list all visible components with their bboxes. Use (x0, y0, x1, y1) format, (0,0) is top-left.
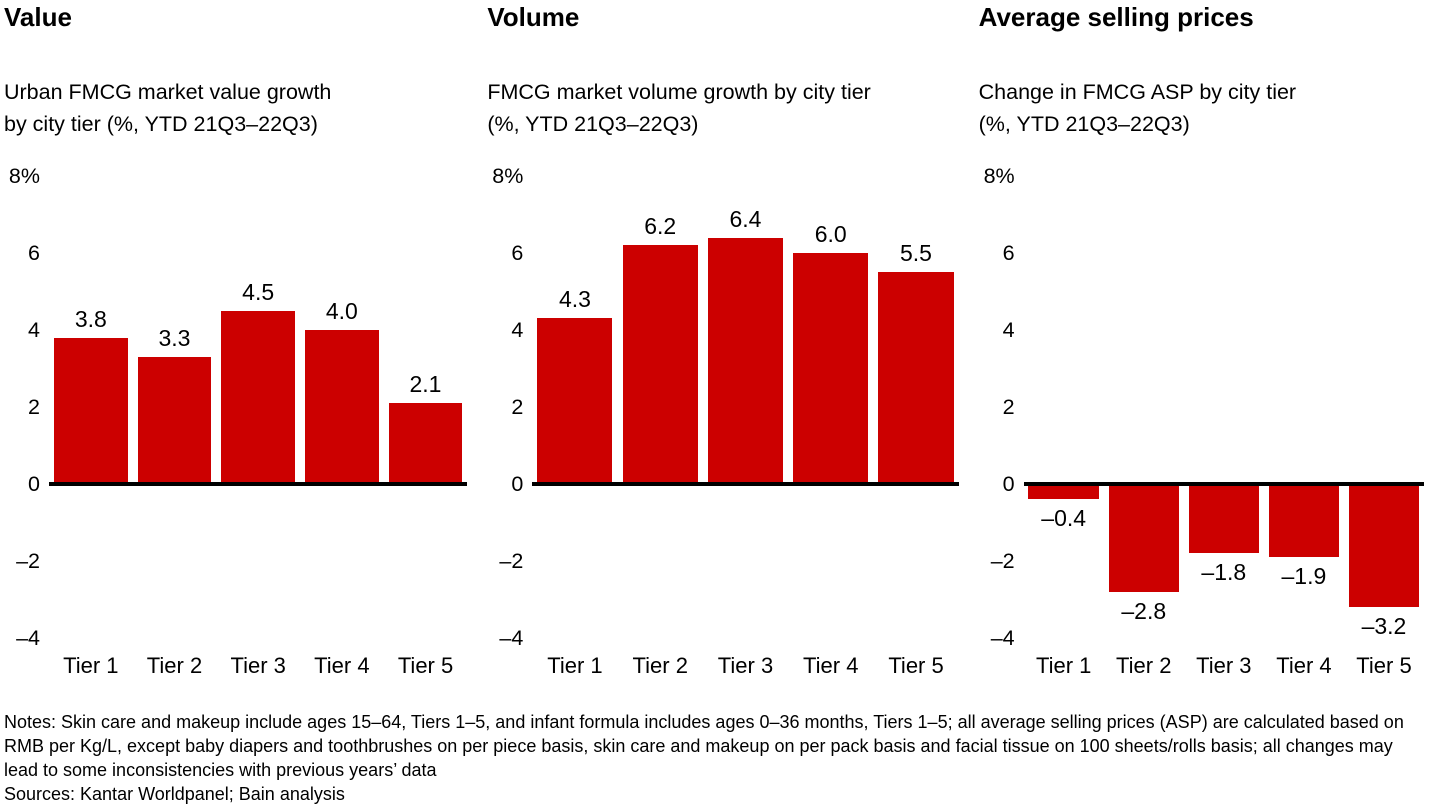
y-tick-label: 2 (28, 395, 40, 419)
x-category-label: Tier 5 (397, 653, 454, 678)
y-tick-label: –2 (990, 549, 1015, 573)
bar (1188, 484, 1260, 554)
footer-sources: Sources: Kantar Worldpanel; Bain analysi… (4, 784, 345, 804)
chart-title: Average selling prices (978, 2, 1254, 32)
bar-value-label: –3.2 (1361, 613, 1407, 640)
x-axis-line (1023, 482, 1424, 486)
bar-value-label: 5.5 (900, 240, 932, 267)
bar (1348, 484, 1420, 608)
x-category-label: Tier 2 (1116, 653, 1172, 678)
footer-notes: Notes: Skin care and makeup include ages… (4, 712, 1404, 780)
bar (305, 330, 379, 484)
x-category-label: Tier 3 (717, 653, 774, 678)
bar-value-label: 3.8 (74, 305, 107, 332)
x-category-label: Tier 3 (230, 653, 286, 678)
chart-subtitle: Urban FMCG market value growth by city t… (4, 80, 332, 136)
chart-subtitle: Change in FMCG ASP by city tier (%, YTD … (978, 80, 1297, 136)
bar-value-label: 6.4 (729, 205, 762, 232)
bar (221, 310, 295, 484)
plot-area: 3.8 3.3 4.5 4.0 2.1 (49, 176, 468, 638)
y-tick-label: 8% (8, 164, 40, 188)
y-tick-label: 8% (492, 164, 524, 188)
bar (537, 318, 613, 484)
y-tick-label: –4 (990, 626, 1015, 650)
x-category-label: Tier 4 (1276, 653, 1332, 678)
y-tick-label: –4 (499, 626, 524, 650)
chart-subtitle: FMCG market volume growth by city tier (… (487, 80, 871, 136)
chart-panel-asp: Average selling prices Change in FMCG AS… (979, 2, 1434, 702)
y-tick-label: 0 (28, 472, 40, 496)
bar-value-label: –2.8 (1121, 597, 1167, 624)
charts-row: Value Urban FMCG market value growth by … (4, 2, 1434, 702)
chart-panel-volume: Volume FMCG market volume growth by city… (487, 2, 968, 702)
chart-panel-value: Value Urban FMCG market value growth by … (4, 2, 477, 702)
y-tick-label: 6 (1002, 241, 1015, 265)
bar (1268, 484, 1340, 558)
y-tick-label: 0 (1002, 472, 1015, 496)
x-category-label: Tier 1 (547, 653, 603, 678)
bar-value-label: 4.3 (558, 286, 591, 313)
bar-value-label: 2.1 (409, 371, 442, 398)
x-category-label: Tier 3 (1196, 653, 1252, 678)
x-category-label: Tier 4 (314, 653, 370, 678)
x-category-label: Tier 2 (632, 653, 688, 678)
y-tick-label: 4 (1002, 318, 1015, 342)
bar (54, 337, 128, 484)
y-tick-label: 4 (28, 318, 40, 342)
bar (707, 237, 783, 484)
bar (1108, 484, 1179, 592)
x-category-label: Tier 1 (63, 653, 119, 678)
y-tick-label: 6 (511, 241, 524, 265)
bar-value-label: –0.4 (1041, 505, 1087, 532)
footer: Notes: Skin care and makeup include ages… (4, 710, 1434, 806)
bar (1028, 484, 1099, 500)
bar-value-label: 4.5 (242, 278, 275, 305)
bar (137, 356, 212, 484)
y-tick-label: 2 (1002, 395, 1015, 419)
bar-value-label: 6.2 (644, 213, 677, 240)
x-category-label: Tier 1 (1035, 653, 1092, 678)
bar (388, 403, 463, 484)
x-category-label: Tier 4 (803, 653, 859, 678)
x-axis-line (532, 482, 959, 486)
bar-value-label: 6.0 (814, 221, 847, 247)
y-tick-label: –2 (16, 549, 40, 573)
x-category-label: Tier 5 (888, 653, 944, 678)
y-tick-label: –2 (499, 549, 524, 573)
bar-value-label: –1.9 (1281, 563, 1327, 590)
y-tick-label: 4 (511, 318, 524, 342)
x-axis-labels: Tier 1 Tier 2 Tier 3 Tier 4 Tier 5 (49, 650, 467, 682)
x-axis-labels: Tier 1 Tier 2 Tier 3 Tier 4 Tier 5 (1024, 650, 1424, 682)
y-tick-label: –4 (16, 626, 40, 650)
x-category-label: Tier 2 (146, 653, 203, 678)
bar (878, 272, 954, 484)
y-tick-label: 8% (983, 164, 1015, 188)
y-tick-label: 6 (28, 241, 40, 265)
bar-value-label: –1.8 (1201, 559, 1247, 586)
plot-area: –0.4 –2.8 –1.8 –1.9 –3.2 (1023, 176, 1424, 640)
chart-title: Volume (487, 2, 580, 32)
y-tick-label: 2 (511, 395, 524, 419)
bar-value-label: 3.3 (158, 324, 191, 351)
bar (793, 253, 869, 484)
chart-title: Value (4, 2, 72, 32)
x-axis-line (49, 482, 468, 486)
bar-value-label: 4.0 (325, 298, 358, 324)
x-axis-labels: Tier 1 Tier 2 Tier 3 Tier 4 Tier 5 (532, 650, 958, 682)
y-tick-label: 0 (511, 472, 524, 496)
plot-area: 4.3 6.2 6.4 6.0 5.5 (532, 176, 959, 638)
bar (622, 245, 698, 484)
x-category-label: Tier 5 (1356, 653, 1412, 678)
